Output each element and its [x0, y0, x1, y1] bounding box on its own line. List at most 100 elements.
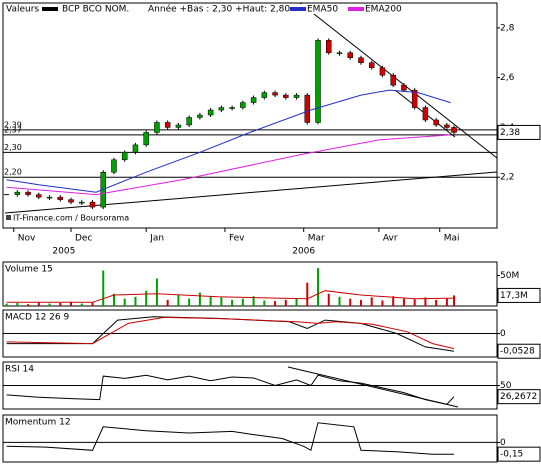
- volume-bar: [102, 270, 105, 306]
- candle: [347, 52, 353, 59]
- candle: [68, 199, 74, 203]
- annotation: Année +Bas : 2,30 +Haut: 2,80: [148, 4, 290, 15]
- x-tick-label: Jan: [149, 234, 164, 244]
- legend-swatch: [348, 7, 364, 11]
- y-tick-label: 0: [500, 329, 506, 339]
- candle: [229, 107, 235, 109]
- volume-bar: [338, 296, 341, 306]
- x-tick-label: Dec: [75, 234, 92, 244]
- panel: [2, 261, 498, 307]
- volume-bar: [231, 299, 234, 306]
- candle: [197, 114, 203, 118]
- candle: [186, 117, 192, 126]
- level-label: 2,37: [4, 125, 22, 134]
- watermark-icon: [6, 215, 11, 220]
- candle: [143, 132, 149, 146]
- panel: [2, 414, 498, 463]
- volume-bar: [306, 282, 309, 306]
- volume-bar: [424, 297, 427, 306]
- panel-title: Momentum 12: [5, 418, 71, 428]
- last-value-label: 2,38: [500, 128, 520, 138]
- candle: [111, 159, 117, 173]
- volume-bar: [5, 303, 8, 306]
- level-label: 2,20: [4, 168, 22, 177]
- candle: [444, 124, 450, 128]
- last-value-box: [497, 446, 541, 462]
- candle: [121, 152, 128, 161]
- last-value-box: [497, 343, 541, 359]
- candle: [132, 144, 139, 153]
- volume-bar: [16, 302, 19, 306]
- volume-bar: [112, 293, 115, 306]
- legend-label: EMA200: [365, 5, 402, 15]
- volume-bar: [188, 298, 191, 306]
- candle: [358, 57, 364, 63]
- volume-bar: [37, 302, 40, 306]
- candle: [315, 40, 321, 123]
- line-series: [6, 316, 455, 352]
- level-label: 2,30: [4, 143, 22, 152]
- candle: [336, 52, 343, 55]
- last-value-box: [497, 124, 541, 140]
- candle: [14, 191, 21, 195]
- volume-bar: [402, 298, 405, 306]
- volume-bar: [263, 300, 266, 306]
- legend-swatch: [42, 7, 58, 11]
- volume-bar: [48, 303, 51, 306]
- last-value-label: 26,2672: [500, 392, 537, 402]
- candle: [36, 194, 42, 198]
- last-value-box: [497, 389, 541, 405]
- candle: [154, 122, 160, 133]
- candle: [25, 191, 31, 195]
- candle: [379, 67, 386, 76]
- legend-swatch: [290, 7, 306, 11]
- legend-label: EMA50: [307, 5, 338, 15]
- candle: [240, 102, 246, 108]
- panel-title: MACD 12 26 9: [5, 313, 69, 323]
- volume-bar: [295, 298, 298, 306]
- line-series: [6, 134, 451, 196]
- last-value-label: -0,15: [500, 450, 523, 460]
- volume-bar: [435, 299, 438, 306]
- volume-bar: [59, 302, 62, 306]
- volume-bar: [145, 290, 148, 306]
- volume-bar: [327, 293, 330, 306]
- chart-title: Valeurs: [6, 5, 39, 15]
- volume-bar: [381, 300, 384, 306]
- candle: [401, 84, 407, 91]
- candle: [79, 201, 85, 204]
- x-tick-label: Mar: [308, 234, 325, 244]
- volume-bar: [123, 298, 126, 306]
- panel-title: RSI 14: [5, 365, 34, 375]
- candle: [411, 89, 418, 108]
- panel: [2, 2, 498, 229]
- candle: [250, 97, 257, 103]
- volume-bar: [284, 299, 287, 306]
- candle: [46, 196, 53, 199]
- volume-bar: [220, 297, 223, 306]
- candle: [368, 62, 375, 68]
- candle: [451, 127, 457, 133]
- volume-bar: [370, 297, 373, 306]
- x-tick-label: Fev: [229, 234, 245, 244]
- legend-bg: [4, 4, 496, 14]
- line-series: [6, 374, 455, 405]
- line-series: [6, 422, 454, 455]
- candle: [433, 119, 439, 126]
- candle: [57, 196, 64, 200]
- volume-bar: [349, 298, 352, 306]
- volume-bar: [27, 304, 30, 306]
- y-tick-label: 0: [500, 438, 506, 448]
- volume-bar: [155, 278, 158, 306]
- volume-bar: [359, 299, 362, 306]
- legend-label: BCP BCO NOM.: [62, 5, 129, 15]
- watermark: IT-Finance.com / Boursorama: [13, 214, 129, 223]
- candle: [293, 94, 300, 98]
- volume-bar: [413, 299, 416, 306]
- candle: [175, 124, 182, 128]
- y-tick-label: 2,6: [500, 73, 515, 83]
- volume-bar: [241, 298, 244, 306]
- y-tick-label: 50M: [500, 271, 519, 281]
- candle: [164, 122, 171, 128]
